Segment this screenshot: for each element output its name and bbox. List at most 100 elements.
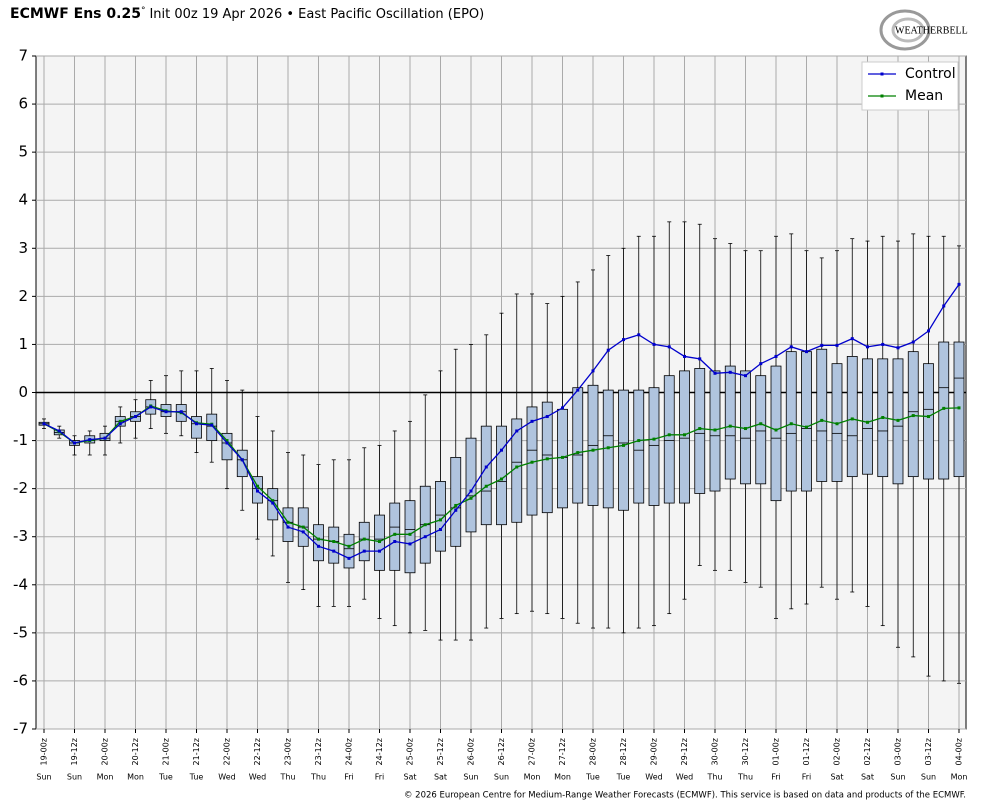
x-day-label: Mon: [524, 773, 541, 782]
series-point: [896, 346, 900, 350]
x-day-label: Sun: [36, 773, 51, 782]
x-tick-label: 04-00z: [955, 738, 964, 765]
series-point: [164, 410, 168, 414]
x-day-label: Fri: [344, 773, 354, 782]
box: [313, 524, 324, 562]
x-day-label: Tue: [585, 773, 600, 782]
title-main: ECMWF Ens 0.25: [10, 6, 141, 22]
legend-label: Mean: [905, 88, 943, 104]
x-tick-label: 01-00z: [772, 738, 781, 765]
x-tick-label: 20-00z: [101, 738, 110, 765]
x-day-label: Sat: [403, 773, 416, 782]
box: [633, 389, 645, 504]
series-point: [362, 549, 366, 553]
series-point: [713, 428, 717, 432]
box: [358, 521, 370, 562]
x-day-label: Wed: [249, 773, 266, 782]
x-day-label: Tue: [158, 773, 173, 782]
x-tick-label: 22-12z: [253, 738, 262, 765]
x-day-label: Wed: [218, 773, 235, 782]
series-point: [728, 370, 732, 374]
series-point: [271, 499, 275, 503]
y-tick-label: 6: [18, 95, 28, 113]
box: [816, 348, 828, 482]
series-point: [423, 535, 427, 539]
series-point: [911, 340, 915, 344]
legend: [861, 61, 959, 111]
series-point: [774, 428, 778, 432]
subtitle: Init 00z 19 Apr 2026 • East Pacific Osci…: [149, 7, 484, 22]
x-tick-label: 28-12z: [619, 738, 628, 765]
series-point: [469, 489, 473, 493]
x-day-label: Sun: [463, 773, 478, 782]
y-tick-label: -6: [13, 671, 28, 689]
x-tick-label: 30-00z: [711, 738, 720, 765]
x-day-label: Thu: [706, 773, 722, 782]
legend-marker: [880, 94, 884, 98]
x-day-label: Thu: [279, 773, 295, 782]
series-point: [622, 443, 625, 447]
x-day-label: Fri: [802, 773, 812, 782]
y-tick-label: -2: [13, 479, 28, 497]
series-point: [301, 525, 305, 529]
series-point: [805, 425, 808, 429]
x-tick-label: 02-00z: [833, 738, 842, 765]
series-point: [73, 441, 76, 445]
series-point: [225, 441, 229, 445]
footer: © 2026 European Centre for Medium-Range …: [404, 791, 966, 801]
series-point: [667, 345, 671, 349]
series-point: [408, 532, 412, 536]
x-day-label: Wed: [676, 773, 693, 782]
series-point: [957, 406, 961, 410]
box: [694, 368, 706, 494]
y-tick-label: 1: [18, 335, 28, 353]
series-point: [256, 484, 259, 488]
series-point: [515, 429, 519, 433]
y-tick-label: -1: [13, 431, 28, 449]
series-point: [179, 410, 183, 414]
series-point: [881, 342, 885, 346]
x-tick-label: 25-00z: [406, 738, 415, 765]
series-point: [606, 446, 610, 450]
x-day-label: Thu: [310, 773, 326, 782]
x-day-label: Sun: [494, 773, 509, 782]
series-point: [683, 433, 686, 437]
series-point: [698, 427, 702, 431]
series-point: [591, 448, 595, 452]
x-tick-label: 22-00z: [223, 738, 232, 765]
series-point: [439, 518, 442, 522]
series-point: [484, 465, 488, 469]
series-point: [545, 457, 549, 461]
series-point: [210, 423, 214, 427]
series-point: [439, 528, 442, 532]
series-point: [835, 343, 839, 347]
box: [648, 387, 660, 506]
series-point: [759, 362, 763, 366]
x-day-label: Sun: [921, 773, 936, 782]
series-point: [942, 406, 946, 410]
y-tick-label: 2: [18, 287, 28, 305]
x-day-label: Mon: [127, 773, 144, 782]
series-point: [88, 438, 92, 442]
series-point: [347, 544, 351, 548]
logo-swirl: [891, 17, 925, 43]
box: [496, 425, 507, 526]
x-tick-label: 27-12z: [558, 738, 567, 765]
x-tick-label: 29-00z: [650, 738, 659, 765]
series-point: [469, 496, 473, 500]
x-tick-label: 27-00z: [528, 738, 537, 765]
series-point: [484, 484, 488, 488]
series-point: [881, 415, 885, 419]
box: [755, 375, 767, 485]
series-point: [561, 406, 564, 410]
title-degree: °: [141, 6, 146, 16]
series-point: [789, 422, 793, 426]
series-point: [317, 544, 320, 548]
x-tick-label: 28-00z: [589, 738, 598, 765]
box: [923, 363, 934, 480]
box: [480, 425, 492, 526]
series-point: [866, 345, 869, 349]
series-point: [652, 437, 656, 441]
series-point: [683, 354, 686, 358]
